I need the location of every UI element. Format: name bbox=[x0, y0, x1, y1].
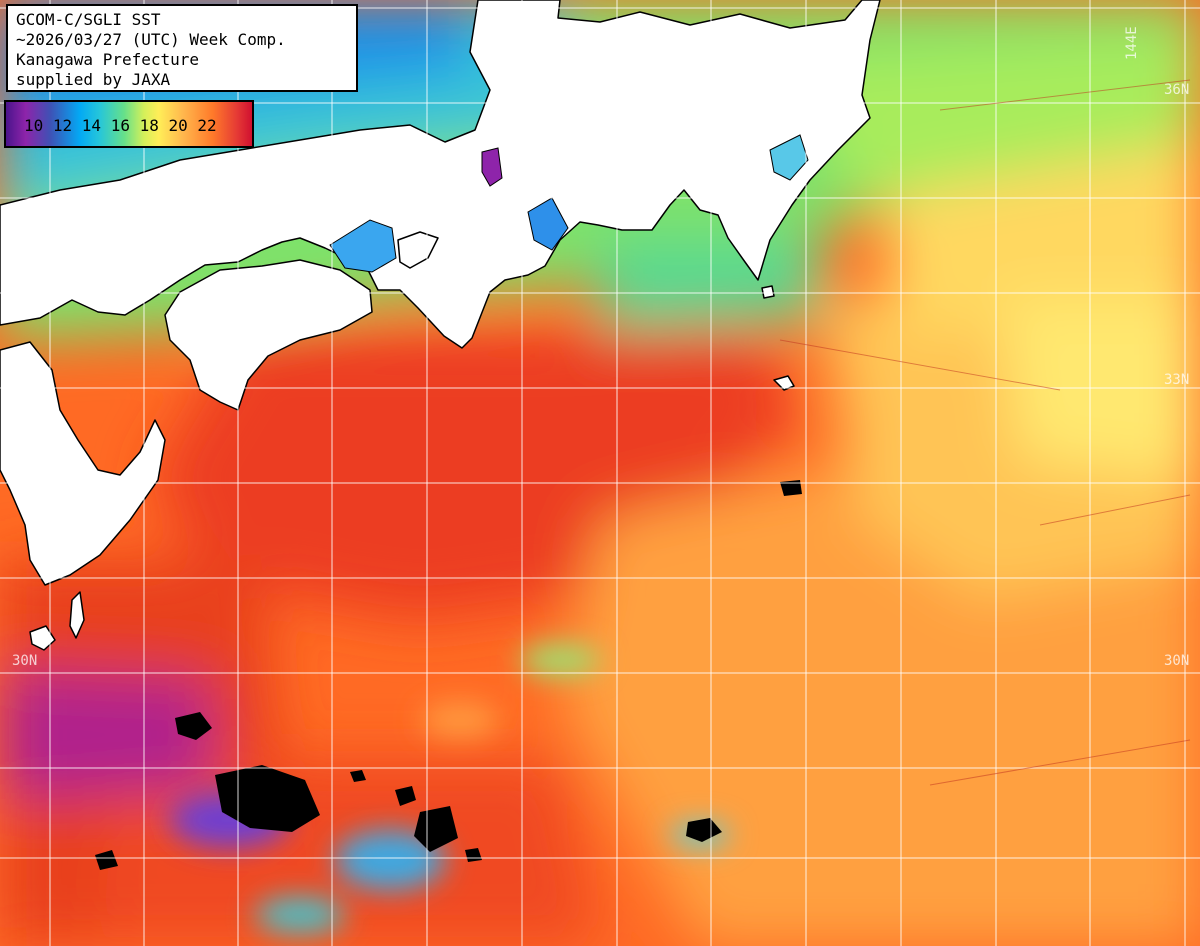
composite-date: ~2026/03/27 (UTC) Week Comp. bbox=[16, 30, 286, 49]
cloud-mask bbox=[95, 480, 802, 870]
ise-bay bbox=[527, 197, 569, 251]
shikoku-land bbox=[164, 259, 373, 411]
hachijo-island bbox=[761, 285, 775, 299]
kyushu-land bbox=[0, 341, 166, 586]
region-label: Kanagawa Prefecture bbox=[16, 50, 200, 69]
inland-waters bbox=[329, 134, 809, 273]
swath-streaks bbox=[779, 79, 1191, 786]
lat-33-label: 33N bbox=[1164, 372, 1190, 388]
lat-30-right-label: 30N bbox=[1164, 653, 1190, 669]
lon-136-label: 136E bbox=[486, 26, 502, 60]
info-box: GCOM-C/SGLI SST ~2026/03/27 (UTC) Week C… bbox=[6, 4, 358, 92]
data-credit: supplied by JAXA bbox=[16, 70, 171, 89]
lat-36-label: 36N bbox=[1164, 82, 1190, 98]
tokyo-bay bbox=[769, 134, 809, 181]
izu-oshima bbox=[773, 375, 795, 391]
awaji-island bbox=[397, 231, 439, 269]
lat-30-left-label: 30N bbox=[12, 653, 38, 669]
lake-biwa bbox=[481, 147, 503, 187]
colorbar-tick-labels: 10 12 14 16 18 20 22 bbox=[24, 116, 217, 135]
temperature-colorbar: 10 12 14 16 18 20 22 bbox=[4, 100, 254, 148]
osaka-bay bbox=[329, 219, 397, 273]
product-title: GCOM-C/SGLI SST bbox=[16, 10, 161, 29]
tanegashima-island bbox=[69, 591, 85, 639]
lon-144-label: 144E bbox=[1124, 26, 1140, 60]
